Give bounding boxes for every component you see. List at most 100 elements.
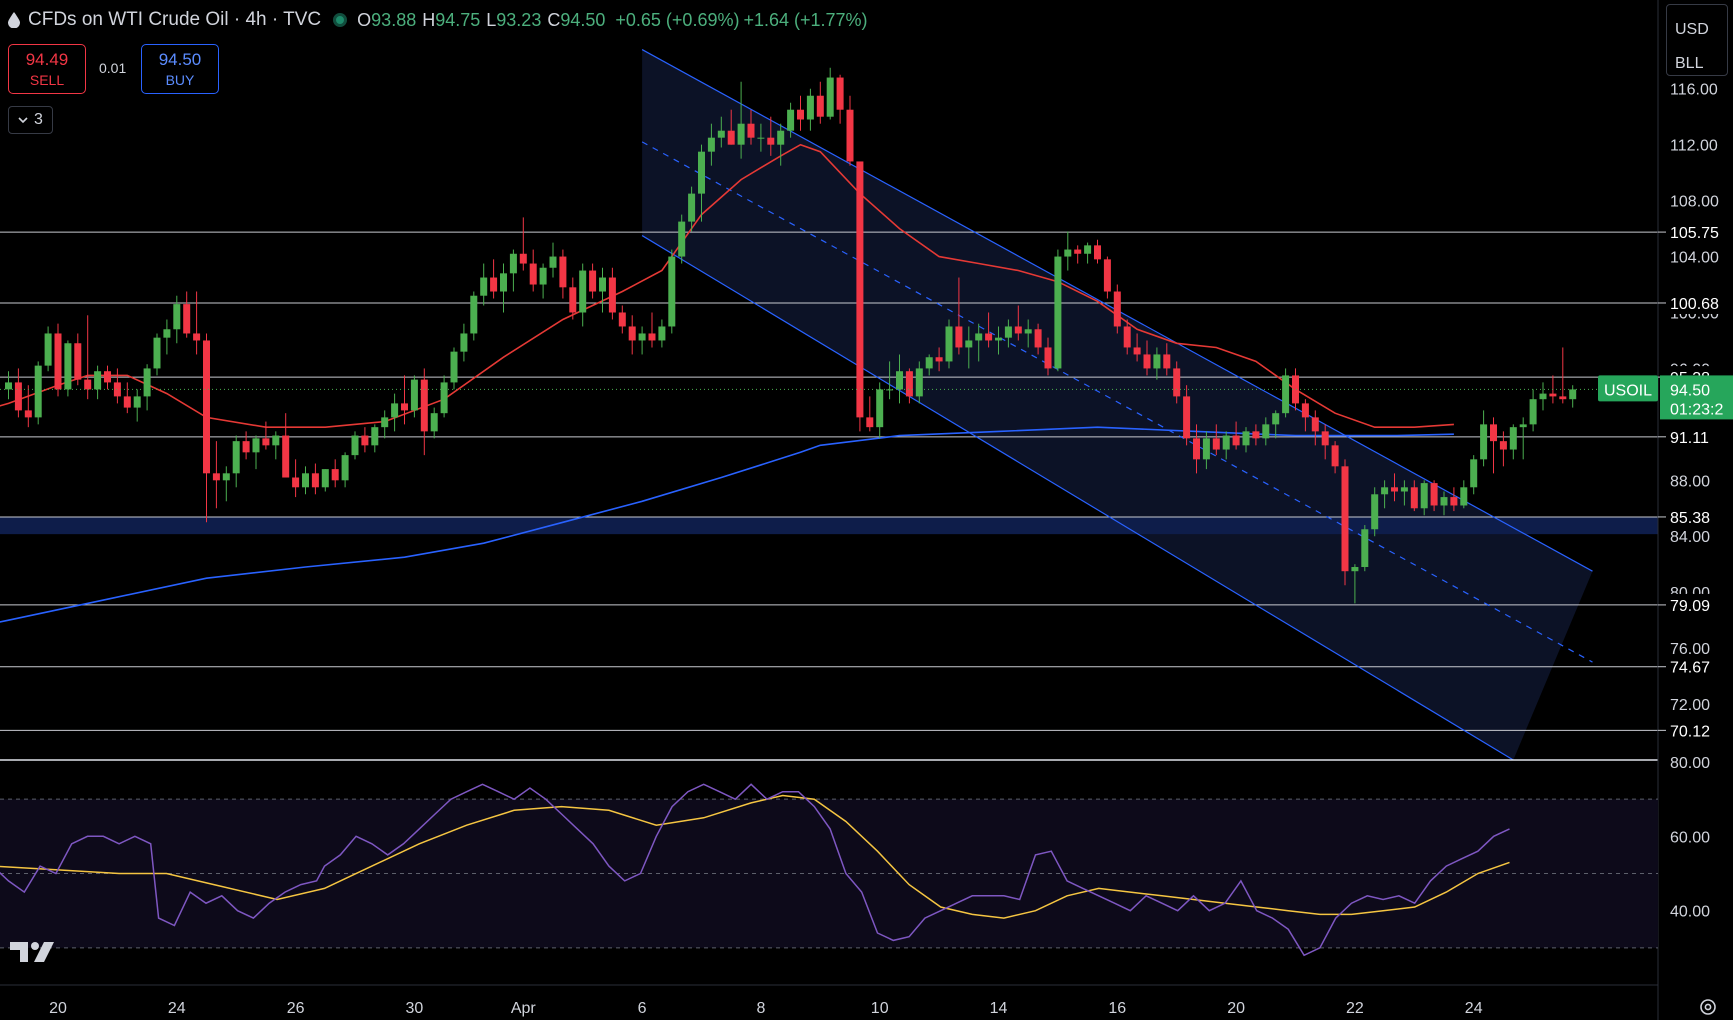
candle-body xyxy=(836,77,844,110)
candle-body xyxy=(648,333,656,341)
candle-body xyxy=(737,123,745,145)
level-label-bg xyxy=(1660,425,1730,448)
candle-body xyxy=(123,396,131,408)
candle-body xyxy=(440,382,448,414)
candle-body xyxy=(1222,435,1230,450)
candle-body xyxy=(1163,354,1171,369)
support-zone xyxy=(0,516,1658,535)
candle-body xyxy=(371,427,379,446)
candle-body xyxy=(767,137,775,145)
candle-body xyxy=(1559,396,1567,400)
channel-mid-line xyxy=(641,141,1593,663)
candle-body xyxy=(321,469,329,488)
candle-body xyxy=(1450,497,1458,506)
level-label-bg xyxy=(1660,655,1730,678)
candle-body xyxy=(104,371,111,383)
candle-body xyxy=(925,357,933,369)
candle-body xyxy=(698,151,705,194)
x-tick-label: 10 xyxy=(871,1000,889,1017)
candle-body xyxy=(1549,393,1557,397)
candle-body xyxy=(173,304,181,330)
candle-body xyxy=(1262,424,1270,439)
candle-body xyxy=(1282,375,1290,414)
candle-body xyxy=(183,304,191,334)
channel-lower-line xyxy=(641,235,1514,760)
candle-body xyxy=(1470,459,1478,488)
level-label: 85.38 xyxy=(1670,510,1710,527)
candle-body xyxy=(410,379,418,411)
indicators-toggle-button[interactable]: 3 xyxy=(8,106,53,134)
candle-body xyxy=(84,379,92,390)
symbol-tag-bg xyxy=(1598,375,1658,402)
chart-header: CFDs on WTI Crude Oil · 4h · TVC O93.88 … xyxy=(8,6,868,34)
sell-button[interactable]: 94.49 SELL xyxy=(8,44,86,94)
candle-body xyxy=(1519,424,1527,428)
level-label-bg xyxy=(1660,505,1730,528)
settings-gear-icon[interactable] xyxy=(1697,996,1719,1018)
candle-body xyxy=(1311,417,1319,432)
candle-body xyxy=(1529,399,1537,425)
countdown-tag: 01:23:2 xyxy=(1670,401,1723,418)
candle-body xyxy=(1480,424,1488,460)
y-tick-label: 88.00 xyxy=(1670,473,1710,490)
candle-body xyxy=(1183,396,1191,439)
x-tick-label: 20 xyxy=(1227,1000,1245,1017)
candle-body xyxy=(717,130,725,138)
rsi-band-fill xyxy=(0,799,1658,948)
candle-body xyxy=(1341,466,1349,572)
candle-body xyxy=(64,343,72,390)
x-tick-label: Apr xyxy=(511,1000,537,1017)
candle-body xyxy=(24,410,32,418)
x-tick-label: 22 xyxy=(1346,1000,1364,1017)
candle-body xyxy=(1539,393,1547,400)
candle-body xyxy=(1212,438,1220,450)
candle-body xyxy=(1193,438,1200,460)
candle-body xyxy=(133,396,141,408)
candle-body xyxy=(856,161,864,418)
candle-body xyxy=(608,277,616,313)
last-price-tag: 94.50 xyxy=(1670,382,1710,399)
candle-body xyxy=(1420,483,1428,509)
candle-body xyxy=(262,438,270,446)
candle-body xyxy=(203,340,210,474)
y-tick-label: 116.00 xyxy=(1670,82,1718,99)
candle-body xyxy=(549,256,557,268)
buy-button[interactable]: 94.50 BUY xyxy=(141,44,219,94)
sell-label: SELL xyxy=(29,72,65,88)
tradingview-logo-icon xyxy=(10,942,54,962)
candle-body xyxy=(1074,249,1082,254)
symbol-tag: USOIL xyxy=(1604,382,1652,399)
candle-body xyxy=(935,357,943,362)
candle-body xyxy=(638,333,646,341)
candle-body xyxy=(1381,487,1389,495)
candle-body xyxy=(707,137,715,152)
candle-body xyxy=(1113,291,1121,327)
channel-fill xyxy=(642,49,1593,760)
candle-body xyxy=(826,77,834,117)
candle-body xyxy=(1490,424,1497,442)
x-tick-label: 8 xyxy=(756,1000,765,1017)
candle-body xyxy=(896,371,903,390)
candle-body xyxy=(272,435,280,446)
candle-body xyxy=(500,273,507,292)
symbol-title[interactable]: CFDs on WTI Crude Oil · 4h · TVC xyxy=(28,9,322,30)
candle-body xyxy=(361,435,369,446)
x-tick-label: 24 xyxy=(1465,1000,1483,1017)
candle-body xyxy=(1103,259,1111,292)
x-tick-label: 6 xyxy=(638,1000,647,1017)
x-tick-label: 24 xyxy=(168,1000,186,1017)
currency-label: USD xyxy=(1675,21,1709,38)
candle-body xyxy=(302,473,309,488)
chevron-down-icon xyxy=(18,116,28,123)
ohlc-open: O93.88 xyxy=(357,9,417,30)
candle-body xyxy=(1153,354,1161,369)
candle-body xyxy=(143,368,151,397)
currency-unit-selector[interactable]: USD BLL xyxy=(1666,4,1728,76)
price-change: +0.65 (+0.69%) xyxy=(615,9,740,30)
candle-body xyxy=(529,263,537,285)
candle-body xyxy=(44,333,52,366)
y-tick-label: 104.00 xyxy=(1670,250,1719,267)
oil-drop-icon xyxy=(8,12,20,28)
level-label: 70.12 xyxy=(1670,723,1710,740)
